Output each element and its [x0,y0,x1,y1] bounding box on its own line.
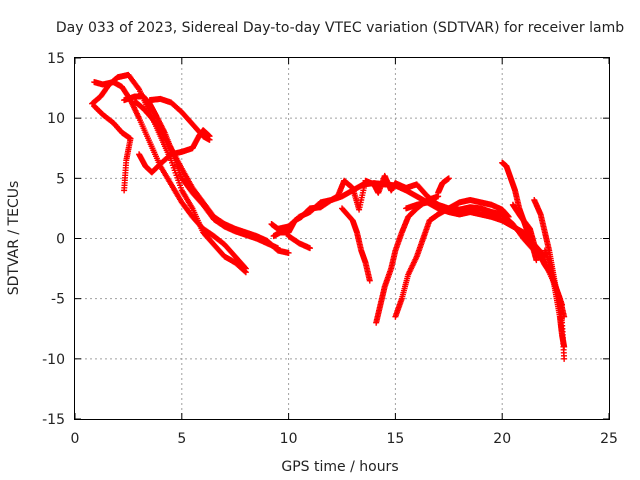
data-series [392,196,512,320]
grid-lines [75,58,609,419]
data-series [403,199,442,212]
y-tick-label: 0 [56,232,65,248]
data-point [206,136,213,143]
y-tick-label: 10 [47,111,65,127]
data-point [366,277,373,284]
data-point [241,264,248,271]
data-point [242,265,249,272]
data-series [270,172,566,308]
data-point [306,245,313,252]
data-series [136,127,213,176]
data-point [435,201,442,208]
y-tick-label: -5 [51,292,65,308]
x-tick-label: 0 [71,431,80,447]
axis-ticks [74,57,610,420]
chart-title: Day 033 of 2023, Sidereal Day-to-day VTE… [56,20,624,36]
data-series [131,98,292,256]
data-marks [89,71,568,362]
data-series [339,205,373,284]
data-series [541,247,568,350]
y-tick-label: 15 [47,51,65,67]
data-point [561,355,568,362]
x-tick-label: 15 [386,431,404,447]
data-point [561,343,568,350]
data-series [91,103,134,194]
x-axis-label: GPS time / hours [281,459,398,475]
x-tick-label: 25 [600,431,618,447]
data-point [135,85,142,92]
data-series [373,193,442,326]
data-point [533,257,540,264]
x-tick-label: 10 [280,431,298,447]
data-series [91,79,249,272]
data-series [285,233,313,252]
data-point [445,175,452,182]
x-tick-label: 5 [177,431,186,447]
plot-frame [74,57,610,420]
y-tick-label: -15 [42,412,65,428]
data-point [285,249,292,256]
y-axis-label: SDTVAR / TECUs [6,181,22,296]
data-series [146,95,213,143]
y-tick-label: 5 [56,171,65,187]
data-point [121,187,128,194]
data-series [435,175,452,196]
data-series [499,159,540,264]
tick-labels: 0 5 10 15 20 25 -15 -10 -5 0 5 10 15 [42,51,618,447]
y-tick-label: -10 [42,352,65,368]
data-point [505,213,512,220]
x-tick-label: 20 [493,431,511,447]
